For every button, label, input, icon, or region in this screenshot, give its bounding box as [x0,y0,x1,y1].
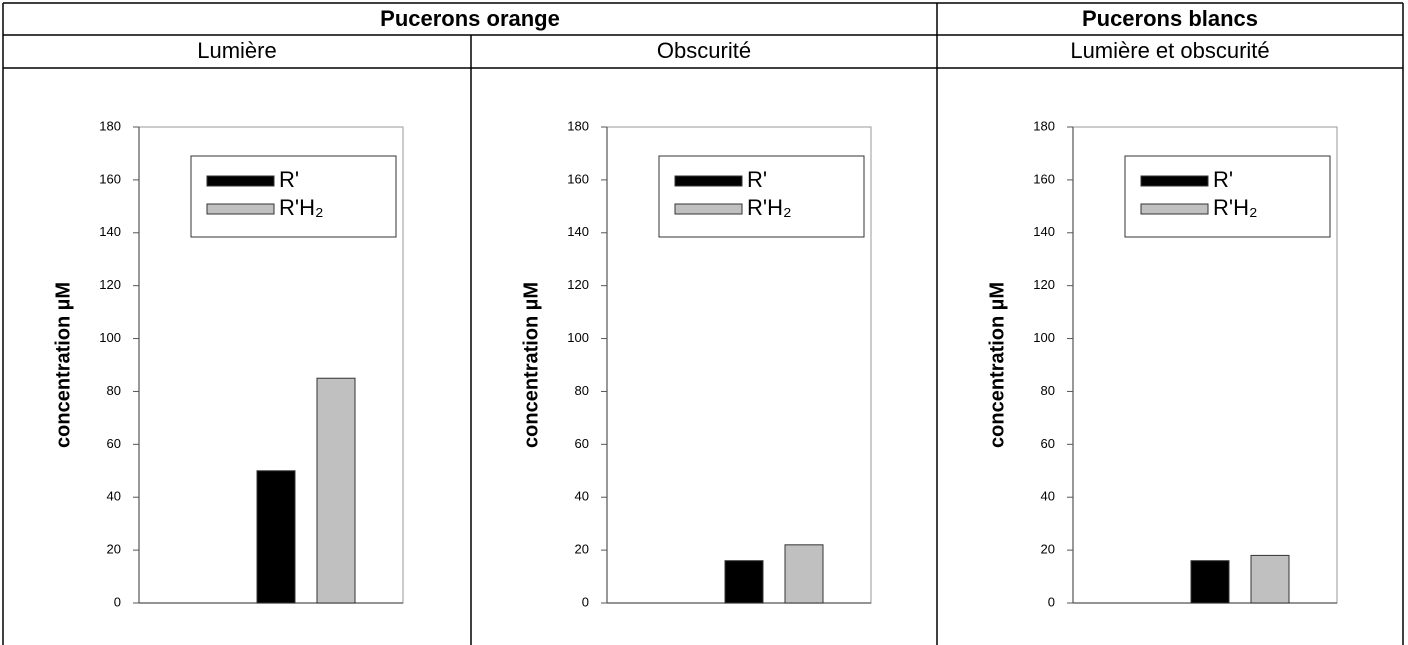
y-tick-label: 120 [1033,277,1055,292]
header: Pucerons orange [380,6,560,31]
bar [724,560,764,604]
bar [1250,554,1290,604]
legend-label: R'H₂ [1213,195,1258,220]
y-tick-label: 100 [99,330,121,345]
subheader: Obscurité [657,38,751,63]
y-tick-label: 0 [582,594,589,609]
y-tick-label: 180 [1033,118,1055,133]
y-tick-label: 180 [99,118,121,133]
y-tick-label: 160 [567,171,589,186]
subheader: Lumière [197,38,276,63]
y-axis-label: concentration µM [520,282,542,448]
bar [316,377,356,604]
y-tick-label: 80 [575,383,589,398]
legend-swatch [1140,175,1209,187]
y-tick-label: 140 [567,224,589,239]
y-tick-label: 180 [567,118,589,133]
bar [784,544,824,604]
y-tick-label: 120 [567,277,589,292]
legend-swatch [674,203,743,215]
legend-swatch [206,175,275,187]
legend-label: R' [747,167,767,192]
y-tick-label: 20 [107,542,121,557]
legend-swatch [674,175,743,187]
subheader: Lumière et obscurité [1070,38,1269,63]
y-tick-label: 100 [567,330,589,345]
y-tick-label: 20 [575,542,589,557]
y-tick-label: 160 [1033,171,1055,186]
y-tick-label: 160 [99,171,121,186]
bar [256,470,296,604]
legend-box [1124,155,1331,238]
legend-label: R'H₂ [279,195,324,220]
y-tick-label: 20 [1041,542,1055,557]
y-tick-label: 80 [107,383,121,398]
y-axis-label: concentration µM [986,282,1008,448]
legend-swatch [206,203,275,215]
bar [1190,560,1230,604]
legend-label: R' [1213,167,1233,192]
legend-label: R' [279,167,299,192]
y-tick-label: 60 [1041,436,1055,451]
y-tick-label: 80 [1041,383,1055,398]
y-tick-label: 100 [1033,330,1055,345]
y-tick-label: 140 [1033,224,1055,239]
y-tick-label: 40 [107,489,121,504]
y-tick-label: 40 [1041,489,1055,504]
header: Pucerons blancs [1082,6,1258,31]
y-tick-label: 60 [107,436,121,451]
y-axis-label: concentration µM [52,282,74,448]
y-tick-label: 40 [575,489,589,504]
legend-box [658,155,865,238]
y-tick-label: 120 [99,277,121,292]
legend-label: R'H₂ [747,195,792,220]
y-tick-label: 140 [99,224,121,239]
legend-box [190,155,397,238]
y-tick-label: 60 [575,436,589,451]
y-tick-label: 0 [114,594,121,609]
y-tick-label: 0 [1048,594,1055,609]
legend-swatch [1140,203,1209,215]
